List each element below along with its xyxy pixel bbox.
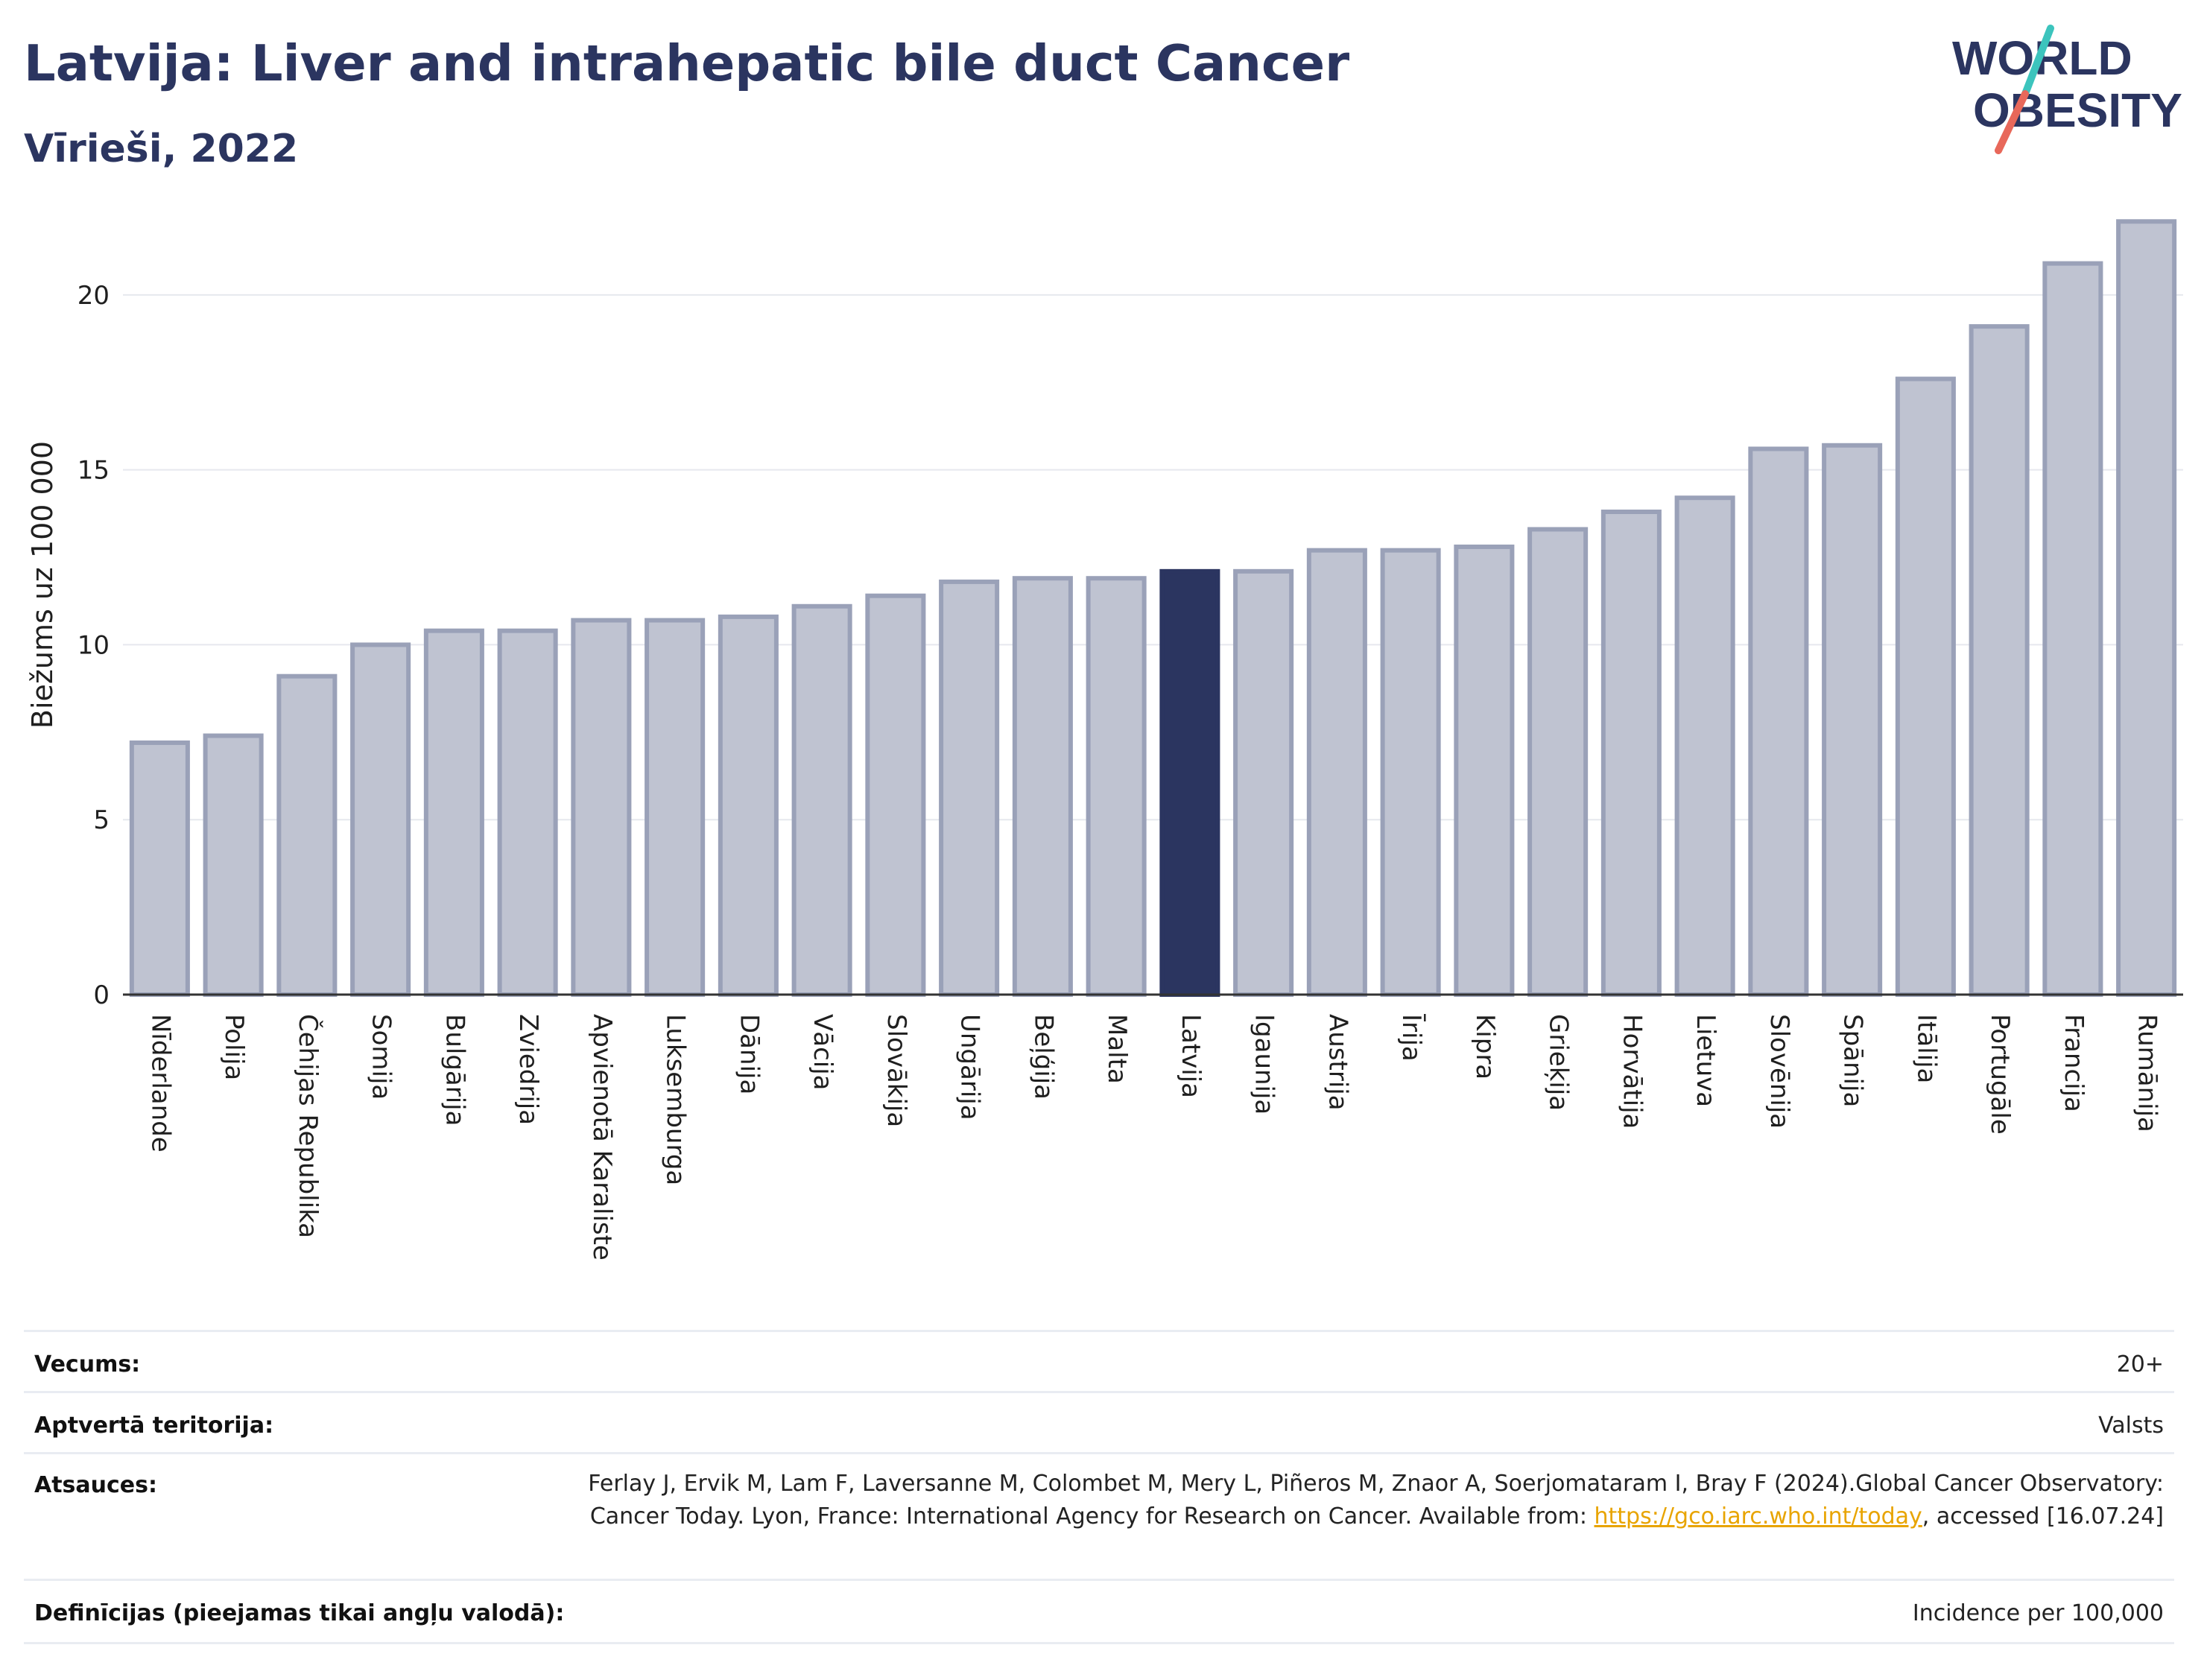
x-tick-label: Latvija	[1176, 1014, 1206, 1098]
bar	[1674, 495, 1735, 997]
x-tick-label: Bulgārija	[440, 1014, 469, 1126]
x-tick-label: Austrija	[1323, 1014, 1352, 1111]
bar	[1969, 324, 2030, 997]
x-tick-label: Igaunija	[1250, 1014, 1279, 1115]
bar	[1380, 548, 1441, 997]
bar	[791, 603, 852, 997]
x-tick-label: Horvātija	[1617, 1014, 1647, 1129]
bar	[571, 618, 632, 998]
bar	[1748, 446, 1809, 997]
info-row-age: Vecums: 20+	[24, 1330, 2174, 1392]
references-text-1: Ferlay J, Ervik M, Lam F, Laversanne M, …	[588, 1471, 2164, 1530]
bar	[203, 733, 264, 997]
age-value: 20+	[2116, 1351, 2164, 1378]
x-tick-label: Apvienotā Karaliste	[587, 1014, 617, 1261]
x-tick-label: Vācija	[808, 1014, 837, 1091]
bar	[423, 628, 484, 997]
x-tick-label: Īrija	[1396, 1014, 1426, 1062]
territory-label: Aptvertā teritorija:	[34, 1413, 274, 1439]
bar-highlight	[1159, 568, 1220, 997]
bars	[129, 219, 2177, 998]
references-text-2: , accessed [16.07.24]	[1922, 1503, 2164, 1530]
x-tick-label: Slovēnija	[1764, 1014, 1794, 1129]
chart-subtitle: Vīrieši, 2022	[24, 127, 299, 171]
y-tick-label: 5	[93, 805, 110, 835]
bar	[645, 618, 706, 998]
bar	[1086, 576, 1147, 997]
x-tick-label: Polija	[219, 1014, 249, 1080]
references-text: Ferlay J, Ervik M, Lam F, Laversanne M, …	[562, 1468, 2164, 1533]
bar	[1454, 544, 1515, 997]
y-tick-label: 20	[77, 281, 110, 311]
y-tick-label: 10	[77, 630, 110, 660]
bar	[276, 673, 338, 998]
bar	[1527, 527, 1589, 997]
x-tick-label: Portugāle	[1985, 1014, 2015, 1135]
logo-slash-bottom	[1995, 90, 2029, 154]
x-tick-label: Lietuva	[1691, 1014, 1720, 1107]
bar	[2042, 261, 2103, 997]
territory-value: Valsts	[2098, 1413, 2164, 1439]
bar	[1012, 576, 1073, 997]
references-link[interactable]: https://gco.iarc.who.int/today	[1594, 1503, 1922, 1530]
tick-labels: 0 5 10 15 20 Nīderlande Polija Čehijas Republik…	[77, 281, 2162, 1261]
world-obesity-logo: WORLD OBESITY	[1952, 25, 2182, 154]
bar	[718, 614, 779, 997]
bar	[129, 740, 190, 997]
logo-slash-top	[2021, 25, 2054, 98]
bar	[1306, 548, 1367, 997]
bar	[2116, 219, 2177, 997]
age-label: Vecums:	[34, 1351, 141, 1378]
x-tick-label: Francija	[2059, 1014, 2089, 1112]
info-row-territory: Aptvertā teritorija: Valsts	[24, 1391, 2174, 1453]
x-tick-label: Dānija	[734, 1014, 764, 1094]
references-label: Atsauces:	[34, 1472, 157, 1498]
bar	[497, 628, 558, 997]
info-row-references: Atsauces: Ferlay J, Ervik M, Lam F, Lave…	[24, 1452, 2174, 1579]
x-tick-label: Zviedrija	[513, 1014, 543, 1125]
info-row-definitions: Definīcijas (pieejamas tikai angļu valod…	[24, 1579, 2174, 1644]
y-axis-label: Biežums uz 100 000	[26, 441, 59, 729]
x-tick-label: Grieķija	[1544, 1014, 1574, 1111]
x-tick-label: Somija	[367, 1014, 396, 1100]
definitions-label: Definīcijas (pieejamas tikai angļu valod…	[34, 1600, 565, 1626]
x-tick-label: Spānija	[1838, 1014, 1868, 1107]
x-tick-label: Luksemburga	[661, 1014, 691, 1185]
x-tick-label: Malta	[1102, 1014, 1132, 1084]
bar-chart: 0 5 10 15 20 Nīderlande Polija Čehijas Republik…	[26, 219, 2183, 1261]
bar	[865, 593, 926, 997]
bar	[1822, 443, 1883, 997]
x-tick-label: Rumānija	[2132, 1014, 2162, 1132]
x-tick-label: Beļģija	[1028, 1014, 1058, 1100]
bar	[1600, 510, 1662, 997]
bar	[1895, 376, 1956, 997]
x-tick-label: Slovākija	[881, 1014, 911, 1127]
y-tick-label: 0	[93, 980, 110, 1010]
bar	[350, 642, 411, 997]
bar	[939, 579, 1000, 997]
bar	[1233, 568, 1294, 997]
x-tick-label: Itālija	[1911, 1014, 1941, 1083]
x-tick-label: Kipra	[1470, 1014, 1500, 1080]
chart-title: Latvija: Liver and intrahepatic bile duc…	[24, 34, 1350, 92]
definitions-value: Incidence per 100,000	[1912, 1600, 2164, 1626]
y-tick-label: 15	[77, 456, 110, 486]
x-tick-label: Čehijas Republika	[293, 1014, 323, 1238]
x-tick-label: Ungārija	[955, 1014, 985, 1120]
x-tick-label: Nīderlande	[145, 1014, 175, 1153]
